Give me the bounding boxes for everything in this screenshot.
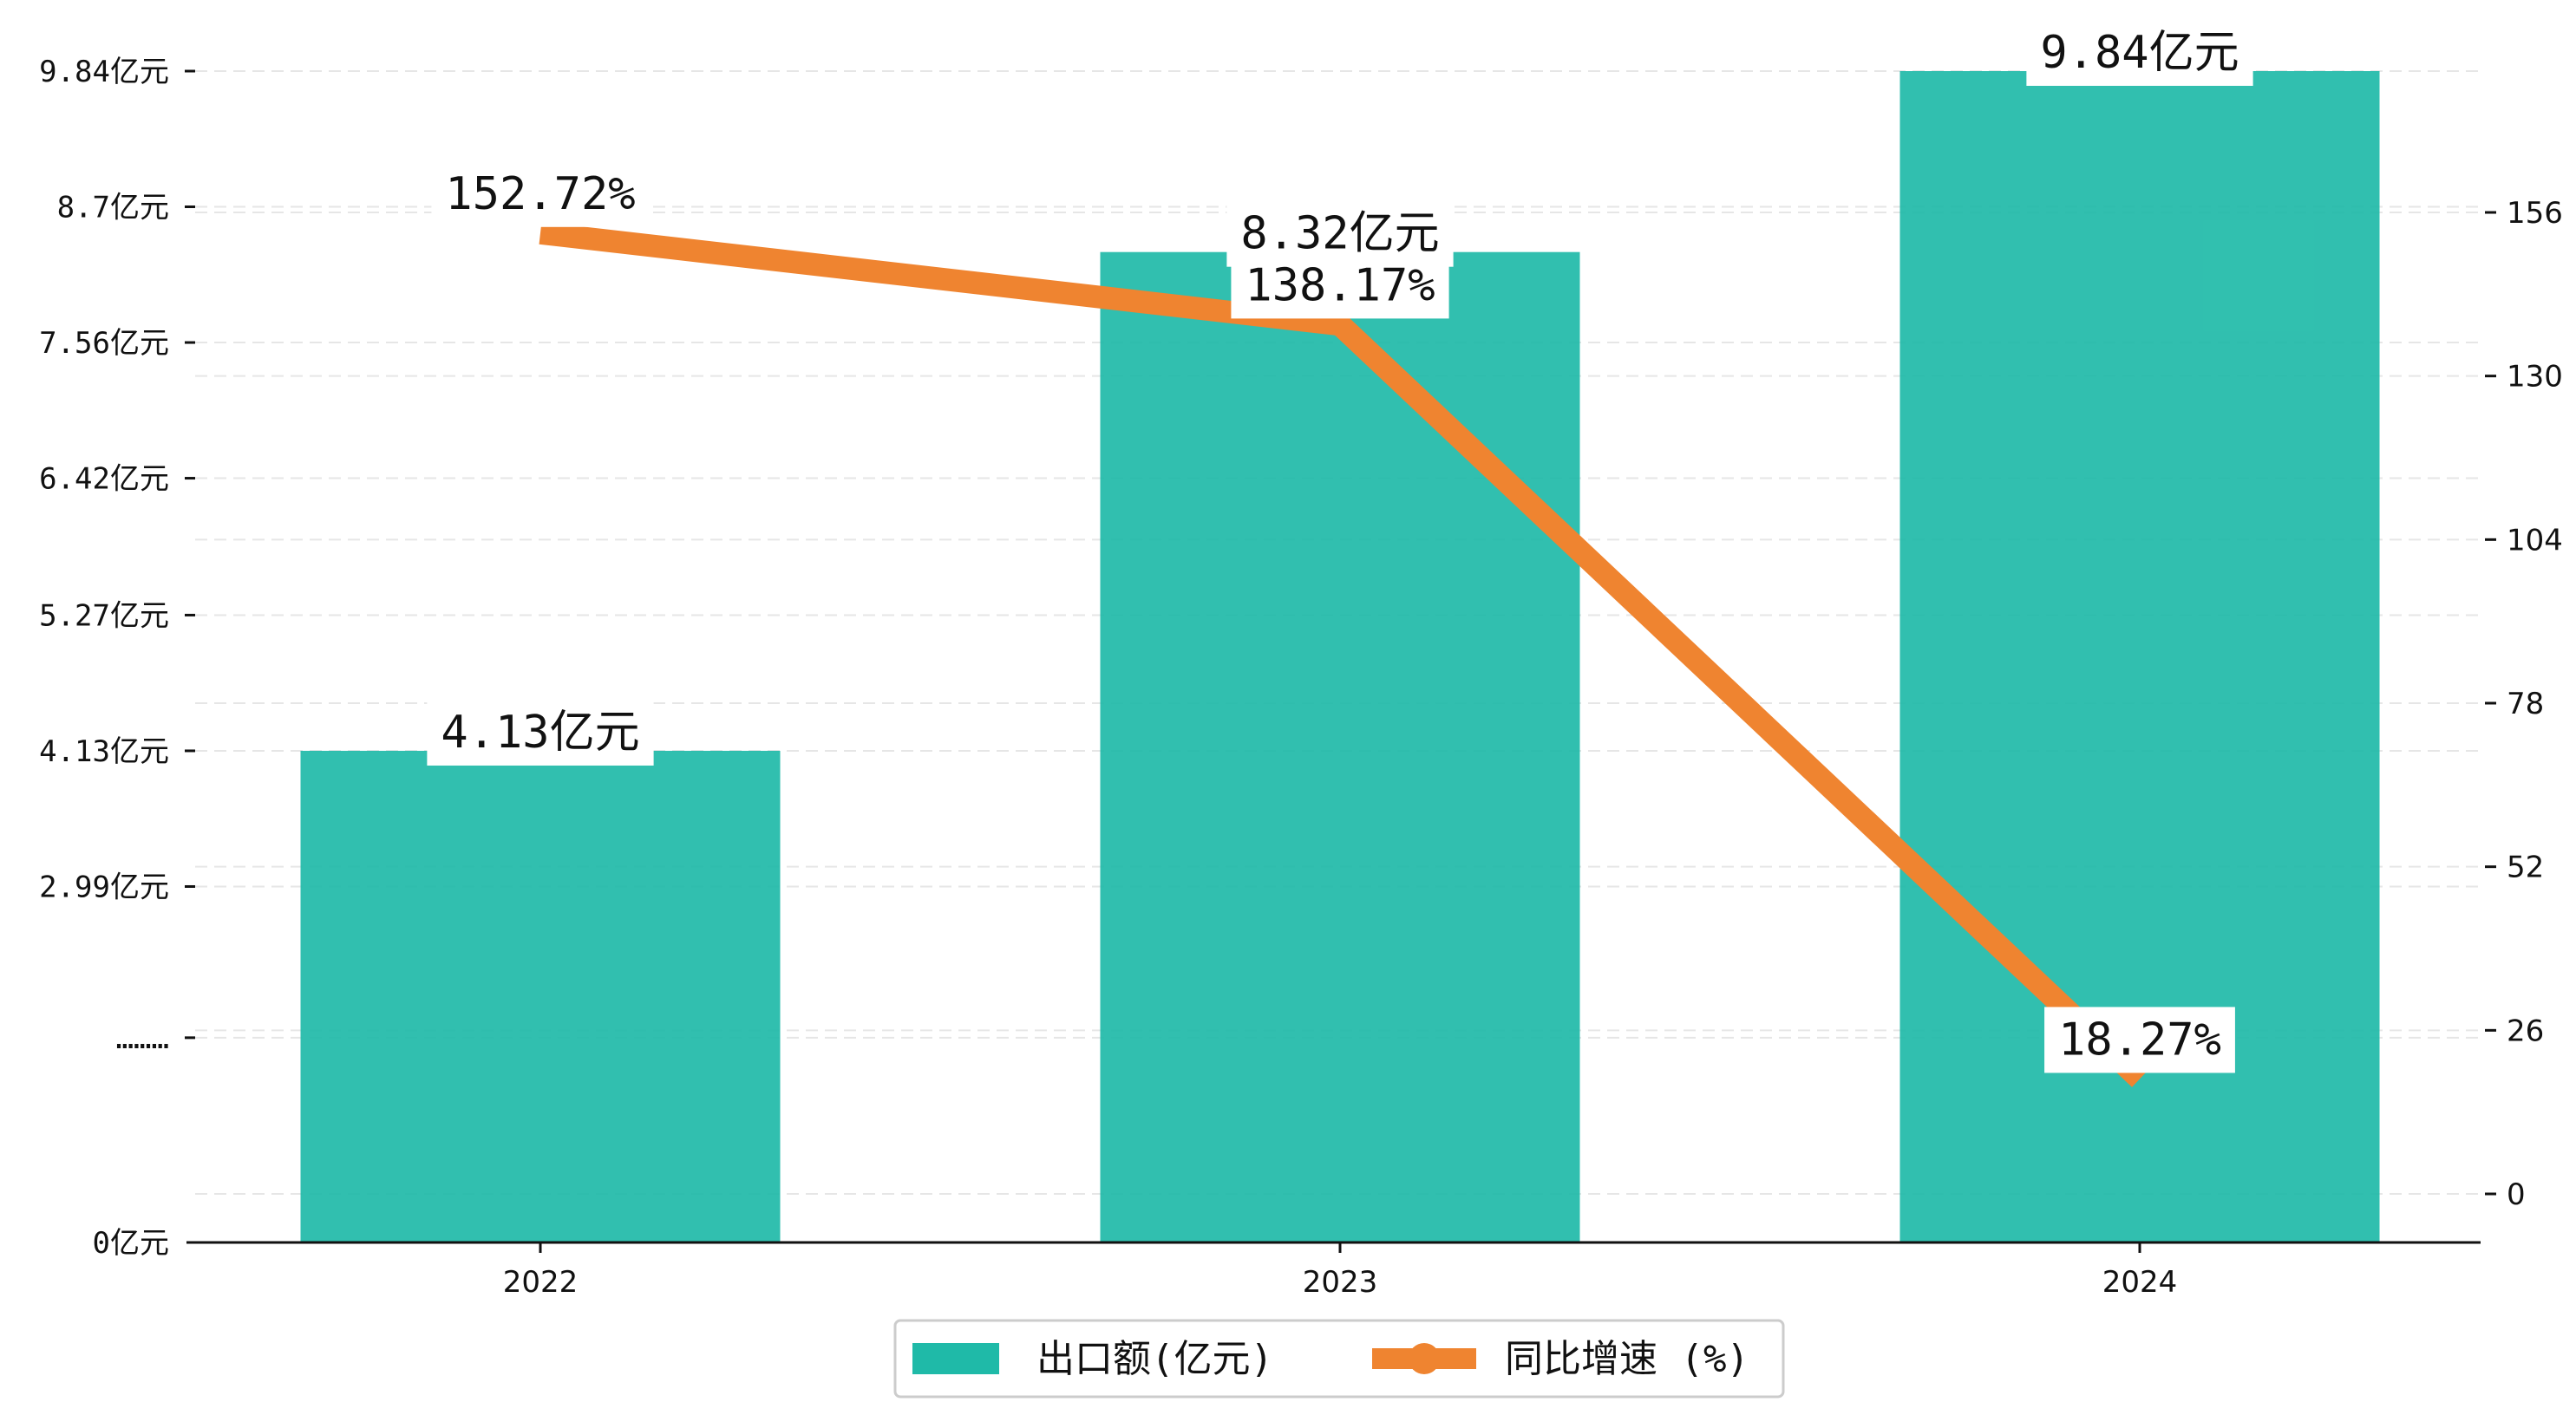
left-tick-label: ……… — [116, 1021, 169, 1056]
line-series — [539, 221, 2148, 1087]
line-label-2023-text: 138.17% — [1245, 259, 1435, 311]
left-tick-label: 0亿元 — [93, 1226, 169, 1261]
bar-label-2022-bg — [427, 699, 654, 766]
right-tick-label: 78 — [2507, 687, 2544, 721]
left-tick-label: 9.84亿元 — [39, 55, 169, 89]
x-tick-label: 2024 — [2102, 1265, 2178, 1300]
bar-label-2024-bg — [2026, 20, 2253, 86]
line-label-2022-text: 152.72% — [445, 168, 635, 220]
line-label-2022: 152.72% — [431, 160, 650, 227]
right-tick-label: 130 — [2507, 360, 2563, 395]
line-label-2024-bg — [2044, 1007, 2235, 1073]
bar-label-2024-text: 9.84亿元 — [2040, 27, 2239, 79]
left-tick-label: 6.42亿元 — [39, 462, 169, 497]
line-label-2024-text: 18.27% — [2058, 1014, 2221, 1066]
legend: 出口额(亿元) 同比增速 (%) — [893, 1319, 1785, 1399]
x-tick-label: 2023 — [1303, 1265, 1378, 1300]
axes: 0亿元 ……… 2.99亿元 4.13亿元 5.27亿元 6.42亿元 7.56亿元 8.7亿… — [39, 55, 2563, 1300]
line-label-2024: 18.27% — [2044, 1007, 2235, 1073]
legend-box — [893, 1319, 1785, 1399]
left-tick-label: 2.99亿元 — [39, 870, 169, 904]
bar-label-2022: 4.13亿元 — [427, 699, 654, 766]
x-tick-label: 2022 — [503, 1265, 579, 1300]
right-tick-label: 104 — [2507, 523, 2563, 558]
right-tick-label: 26 — [2507, 1014, 2544, 1048]
legend-bar-label: 出口额(亿元) — [1036, 1337, 1273, 1381]
bar-label-2024: 9.84亿元 — [2026, 20, 2253, 86]
legend-line-label: 同比增速 (%) — [1505, 1337, 1749, 1381]
line-label-2023: 138.17% — [1231, 252, 1449, 319]
bar-label-2022-text: 4.13亿元 — [441, 707, 639, 759]
bar-2023 — [1100, 251, 1580, 1243]
legend-line-marker — [1409, 1343, 1440, 1374]
left-tick-label: 8.7亿元 — [57, 191, 169, 225]
left-tick-label: 4.13亿元 — [39, 734, 169, 769]
left-tick-label: 7.56亿元 — [39, 326, 169, 361]
right-tick-label: 0 — [2507, 1177, 2526, 1212]
data-labels: 4.13亿元 8.32亿元 9.84亿元 152.72% 138.17% 18.27% — [427, 20, 2253, 1073]
right-tick-label: 52 — [2507, 851, 2544, 885]
left-tick-label: 5.27亿元 — [39, 598, 169, 633]
bar-2022 — [300, 750, 781, 1242]
right-tick-label: 156 — [2507, 196, 2563, 231]
line-label-2023-bg — [1231, 252, 1449, 319]
growth-line — [539, 221, 2148, 1087]
line-label-2022-bg — [431, 160, 650, 227]
legend-bar-swatch — [912, 1343, 999, 1374]
bar-label-2023-text: 8.32亿元 — [1240, 208, 1439, 260]
bar-series — [300, 71, 2380, 1243]
